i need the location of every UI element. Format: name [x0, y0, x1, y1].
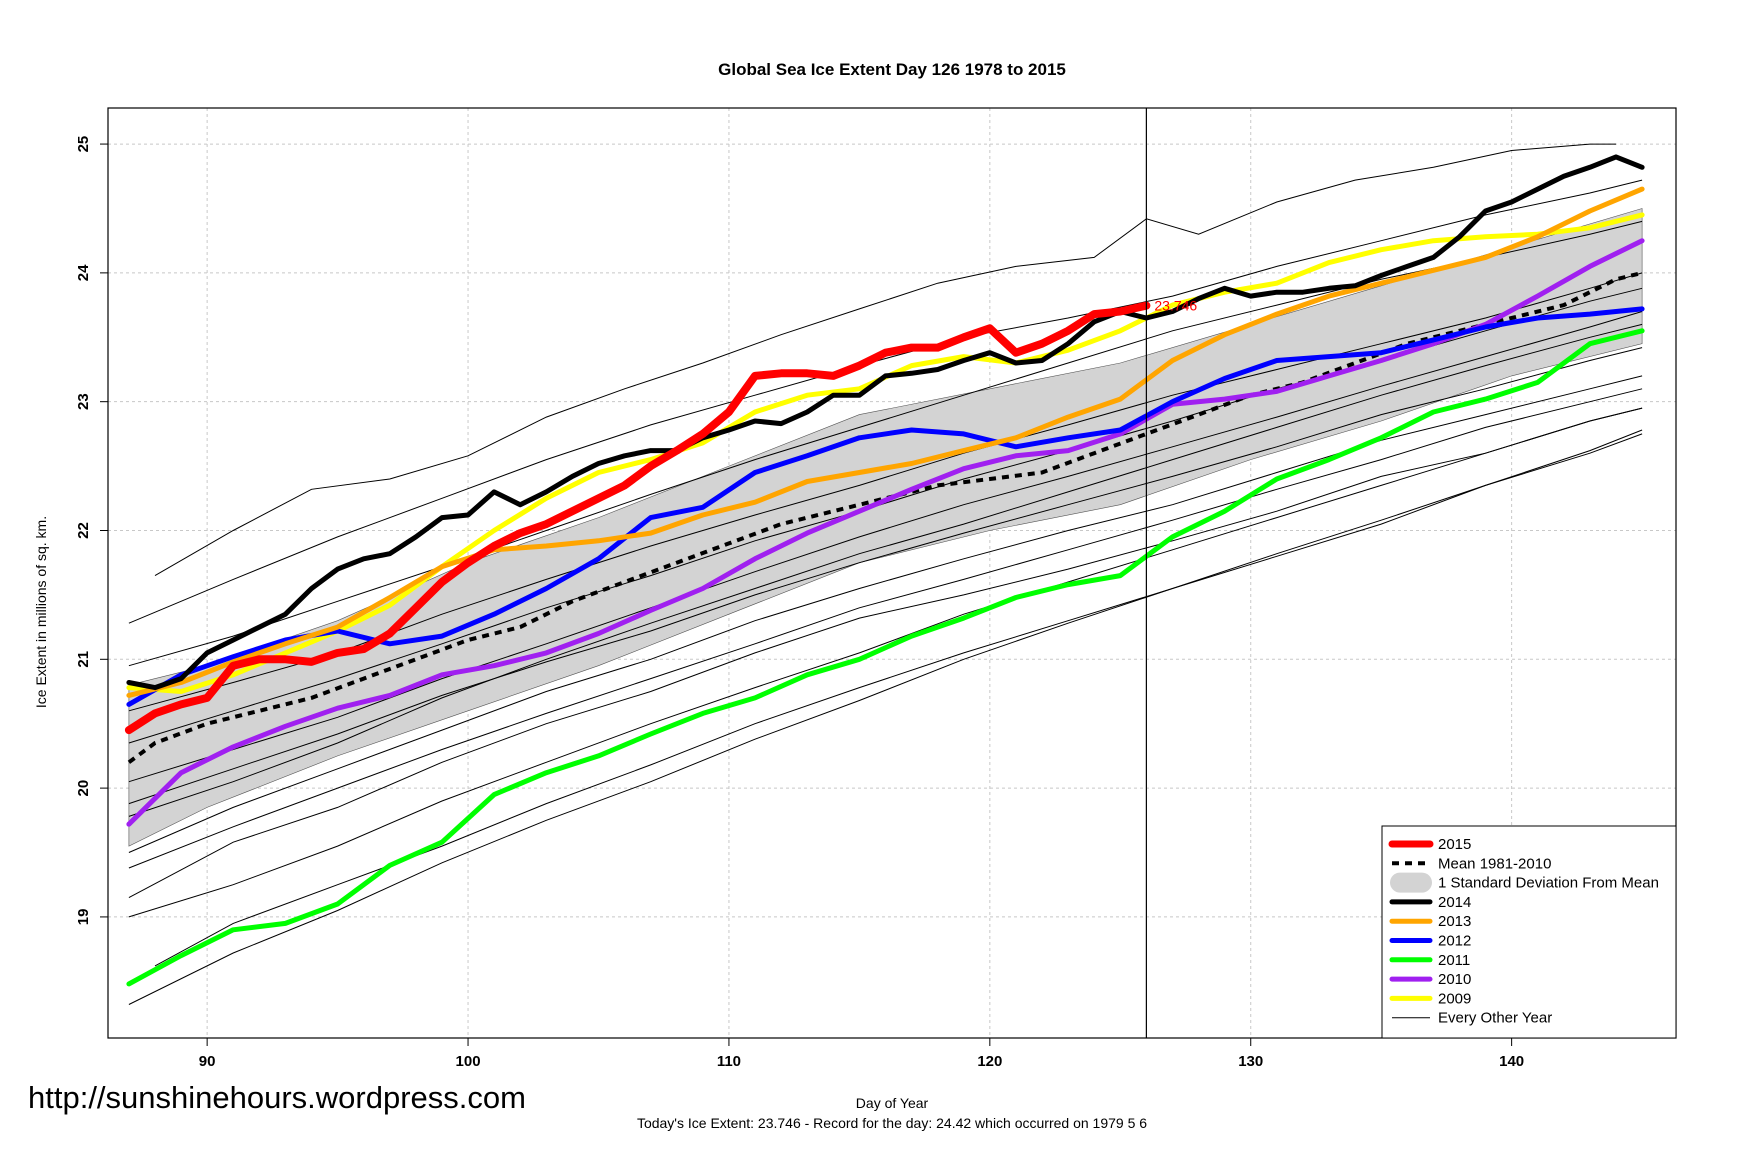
plot-area: 23.746 90 100 110 120 130 140 19 20 21 22 23 24 25 201…: [75, 107, 1677, 1070]
chart-footer: Today's Ice Extent: 23.746 - Record for …: [637, 1115, 1147, 1131]
y-tick-label: 23: [75, 393, 92, 410]
chart-title: Global Sea Ice Extent Day 126 1978 to 20…: [718, 60, 1066, 79]
x-tick-label: 90: [199, 1053, 216, 1070]
other-year-line: [128, 323, 1643, 817]
legend-label: 1 Standard Deviation From Mean: [1438, 875, 1659, 892]
series-line-2010: [126, 238, 1645, 827]
other-year-line: [128, 375, 1643, 853]
x-tick-label: 100: [456, 1053, 481, 1070]
current-value-label: 23.746: [1154, 298, 1197, 314]
y-tick-label: 19: [75, 909, 92, 926]
other-year-line: [128, 407, 1643, 899]
legend-label: 2013: [1438, 913, 1471, 930]
legend-label: 2012: [1438, 933, 1471, 950]
y-tick-label: 24: [75, 264, 92, 281]
series-line-2014: [126, 154, 1645, 691]
x-tick-label: 140: [1499, 1053, 1524, 1070]
plot-frame: [107, 107, 1677, 1039]
std-dev-band: [128, 208, 1643, 847]
x-axis-label: Day of Year: [856, 1095, 929, 1111]
other-year-line: [128, 429, 1643, 1005]
other-year-line: [128, 347, 1643, 805]
legend-label: 2009: [1438, 990, 1471, 1007]
x-tick-label: 130: [1238, 1053, 1263, 1070]
other-year-line: [128, 388, 1643, 869]
legend-label: 2015: [1438, 836, 1471, 853]
other-year-line: [154, 143, 1616, 577]
x-tick-label: 120: [977, 1053, 1002, 1070]
y-axis-label: Ice Extent in millions of sq. km.: [33, 516, 49, 708]
y-tick-label: 22: [75, 522, 92, 539]
y-tick-label: 20: [75, 780, 92, 797]
legend-swatch-band: [1390, 872, 1432, 893]
legend-label: 2011: [1438, 952, 1470, 969]
y-tick-label: 21: [75, 651, 92, 668]
legend-box: [1381, 825, 1677, 1039]
legend-label: Every Other Year: [1438, 1010, 1552, 1027]
y-tick-label: 25: [75, 136, 92, 153]
series-line-2013: [126, 186, 1645, 698]
legend-label: 2010: [1438, 971, 1471, 988]
series-line-2015: [124, 301, 1151, 735]
mean-line: [127, 270, 1643, 764]
legend-label: 2014: [1438, 894, 1471, 911]
series-line-2011: [126, 328, 1645, 987]
watermark-url: http://sunshinehours.wordpress.com: [28, 1080, 526, 1115]
legend-label: Mean 1981-2010: [1438, 855, 1551, 872]
x-tick-label: 110: [717, 1053, 741, 1070]
